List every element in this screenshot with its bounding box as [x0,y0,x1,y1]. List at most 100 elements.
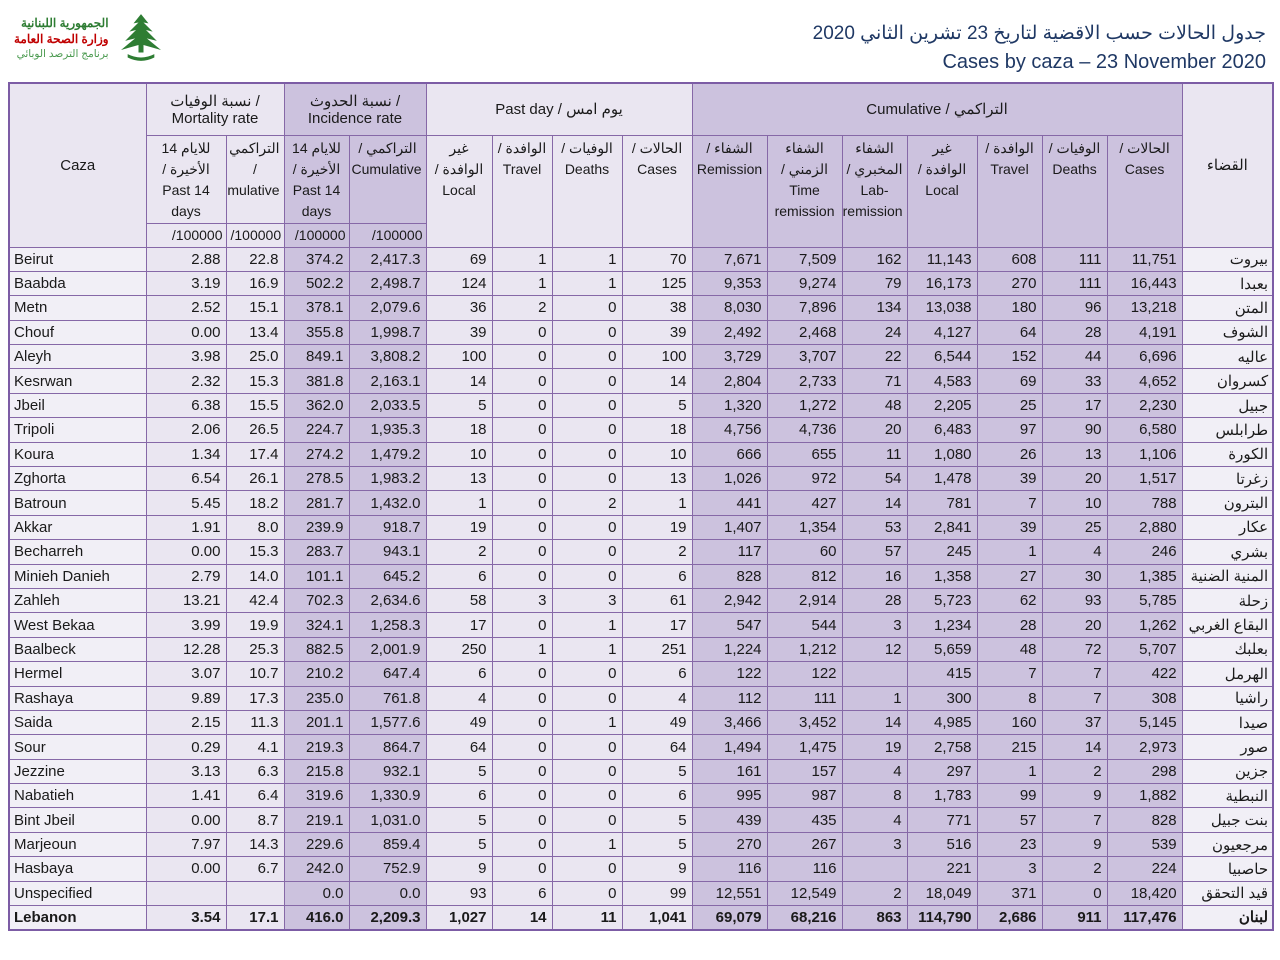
value-cell: 761.8 [348,685,427,711]
value-cell: 1 [841,685,908,711]
caza-name-ar-cell: البترون [1181,490,1274,516]
logo-line-ministry: وزارة الصحة العامة [14,32,109,47]
table-row-metn: Metn 2.52 15.1 378.1 2,079.6 36 2 0 38 8,030 7,896… [8,295,1274,321]
caza-name-ar-cell: البقاع الغربي [1181,612,1274,638]
value-cell: 4,985 [906,709,978,736]
value-cell: 0 [551,514,623,541]
value-cell: 13,218 [1106,295,1183,321]
value-cell: 645.2 [348,563,427,589]
value-cell: 4,191 [1106,319,1183,346]
value-cell: 1,358 [906,563,978,589]
value-cell: 16.9 [225,270,285,297]
value-cell: 2,230 [1106,392,1183,419]
value-cell: 54 [841,466,908,492]
value-cell: 1,882 [1106,783,1183,809]
value-cell: 99 [621,880,693,907]
value-cell: 283.7 [283,539,350,565]
value-cell: 4,736 [766,417,843,443]
value-cell: 863 [841,905,908,931]
value-cell: 6 [425,563,493,589]
value-cell: 116 [766,856,843,882]
value-cell: 39 [621,319,693,346]
value-cell: 0 [491,368,553,394]
value-cell: 8,030 [691,295,768,321]
value-cell: 547 [691,612,768,638]
value-cell: 2,498.7 [348,270,427,297]
value-cell: 7,509 [766,246,843,272]
caza-name-ar-cell: بيروت [1181,246,1274,272]
caza-name-ar-cell: مرجعيون [1181,831,1274,858]
table-row-aleyh: Aleyh 3.98 25.0 849.1 3,808.2 100 0 0 100 3,729 3,… [8,344,1274,370]
value-cell: 3,808.2 [348,344,427,370]
value-cell: 427 [766,490,843,516]
value-cell: 0 [491,709,553,736]
caza-name-cell: Tripoli [8,417,147,443]
value-cell: 180 [976,295,1043,321]
caza-name-ar-cell: النبطية [1181,783,1274,809]
caza-name-ar-cell: بنت جبيل [1181,807,1274,833]
value-cell: 42.4 [225,587,285,614]
value-cell: 219.1 [283,807,350,833]
value-cell: 911 [1041,905,1108,931]
table-row-hermel: Hermel 3.07 10.7 210.2 647.4 6 0 0 6 122 122 415 7 7 4… [8,661,1274,687]
table-row-minieh-danieh: Minieh Danieh 2.79 14.0 101.1 645.2 6 0 0 6 828 81… [8,563,1274,589]
table-row-jezzine: Jezzine 3.13 6.3 215.8 932.1 5 0 0 5 161 157 4 297 1 2… [8,758,1274,785]
value-cell: 378.1 [283,295,350,321]
value-cell: 4,127 [906,319,978,346]
value-cell: 2.15 [145,709,227,736]
value-cell: 11,751 [1106,246,1183,272]
value-cell: 7 [976,490,1043,516]
caza-name-ar-cell: صور [1181,734,1274,760]
value-cell: 3,729 [691,344,768,370]
caza-name-cell: Aleyh [8,344,147,370]
value-cell: 1,494 [691,734,768,760]
value-cell: 0 [551,661,623,687]
value-cell: 28 [841,587,908,614]
value-cell: 2,079.6 [348,295,427,321]
caza-name-cell: Koura [8,441,147,468]
value-cell: 10.7 [225,661,285,687]
value-cell: 1,031.0 [348,807,427,833]
value-cell: 918.7 [348,514,427,541]
value-cell: 7,896 [766,295,843,321]
caza-name-cell: Kesrwan [8,368,147,394]
cumulative-subheader-1: الشفاء الزمني / Time remission [766,134,843,248]
value-cell: 1 [976,539,1043,565]
value-cell: 2,634.6 [348,587,427,614]
value-cell: 5 [425,807,493,833]
value-cell: 1 [621,490,693,516]
ministry-logo-text: الجمهورية اللبنانية وزارة الصحة العامة ب… [14,12,109,62]
value-cell: 0 [551,295,623,321]
value-cell: 38 [621,295,693,321]
value-cell [225,880,285,907]
table-row-jbeil: Jbeil 6.38 15.5 362.0 2,033.5 5 0 0 5 1,320 1,272 4… [8,392,1274,419]
value-cell: 608 [976,246,1043,272]
table-header: Caza نسبة الوفيات / Mortality rate نسبة ال… [8,82,1274,248]
value-cell: 61 [621,587,693,614]
value-cell: 1,354 [766,514,843,541]
value-cell: 12,549 [766,880,843,907]
value-cell: 9 [425,856,493,882]
value-cell: 14 [841,490,908,516]
table-row-akkar: Akkar 1.91 8.0 239.9 918.7 19 0 0 19 1,407 1,354 53… [8,514,1274,541]
value-cell: 2 [841,880,908,907]
value-cell: 1,272 [766,392,843,419]
value-cell: 0 [491,344,553,370]
value-cell: 374.2 [283,246,350,272]
caza-name-cell: Marjeoun [8,831,147,858]
cumulative-subheader-4: الوافدة / Travel [976,134,1043,248]
caza-name-ar-cell: كسروان [1181,368,1274,394]
value-cell: 0 [551,539,623,565]
value-cell: 17 [621,612,693,638]
value-cell: 5 [621,758,693,785]
value-cell: 666 [691,441,768,468]
value-cell: 14 [841,709,908,736]
value-cell: 439 [691,807,768,833]
value-cell: 943.1 [348,539,427,565]
value-cell: 6 [491,880,553,907]
value-cell: 2.88 [145,246,227,272]
value-cell: 18 [621,417,693,443]
value-cell: 7 [1041,685,1108,711]
value-cell: 0 [491,685,553,711]
value-cell: 221 [906,856,978,882]
